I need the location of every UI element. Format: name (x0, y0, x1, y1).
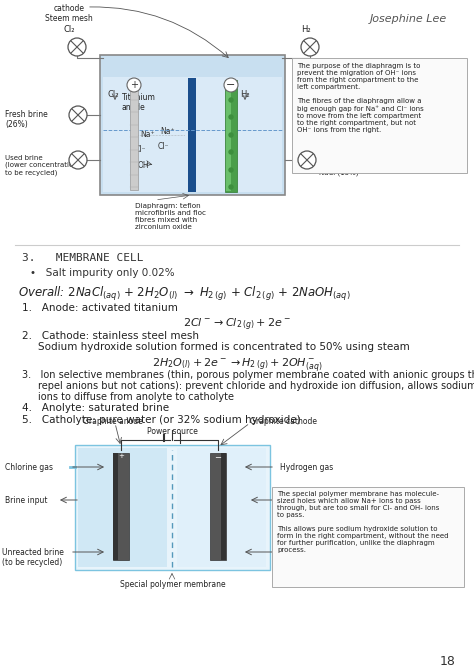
Text: 3.   Ion selective membranes (thin, porous polymer membrane coated with anionic : 3. Ion selective membranes (thin, porous… (22, 370, 474, 380)
Bar (113, 453, 118, 560)
Text: Cl⁻: Cl⁻ (135, 145, 146, 154)
Text: Steem mesh: Steem mesh (45, 14, 93, 23)
Bar (78, 448, 167, 567)
Text: Diaphragm: teflon
microfibrils and floc
fibres mixed with
zirconium oxide: Diaphragm: teflon microfibrils and floc … (135, 203, 206, 230)
Circle shape (224, 78, 238, 92)
Text: Overall: $2NaCl_{(aq)}$ + $2H_2O_{(l)}$ $\rightarrow$ $H_{2\,(g)}$ + $Cl_{2\,(g): Overall: $2NaCl_{(aq)}$ + $2H_2O_{(l)}$ … (18, 285, 351, 303)
Text: −: − (226, 80, 236, 90)
Text: Fresh brine
(26%): Fresh brine (26%) (5, 110, 48, 129)
Text: OH⁻: OH⁻ (138, 161, 154, 170)
Bar (75, 445, 270, 570)
Text: 4.   Anolyte: saturated brine: 4. Anolyte: saturated brine (22, 403, 169, 413)
Bar (130, 85, 138, 190)
Bar (210, 453, 226, 560)
Bar (226, 81, 231, 191)
Circle shape (229, 150, 233, 154)
Bar (188, 78, 196, 192)
Text: H₂: H₂ (301, 25, 311, 34)
Bar (221, 453, 226, 560)
Text: +: + (118, 453, 124, 459)
Text: −: − (215, 453, 221, 462)
Text: Cl₂: Cl₂ (63, 25, 75, 34)
Text: •   Salt impurity only 0.02%: • Salt impurity only 0.02% (30, 268, 174, 278)
Bar (113, 453, 129, 560)
Text: Sodium hydroxide solution formed is concentrated to 50% using steam: Sodium hydroxide solution formed is conc… (38, 342, 410, 352)
Text: Cl⁻: Cl⁻ (158, 142, 170, 151)
Text: Water input: Water input (280, 496, 325, 505)
Text: Hydrogen gas: Hydrogen gas (280, 463, 333, 472)
Text: Titanium
anode: Titanium anode (122, 93, 156, 113)
Circle shape (229, 98, 233, 102)
Text: Chlorine gas: Chlorine gas (5, 463, 53, 472)
Text: The special polymer membrane has molecule-
sized holes which allow Na+ ions to p: The special polymer membrane has molecul… (277, 491, 448, 553)
Circle shape (229, 185, 233, 189)
Circle shape (229, 115, 233, 119)
Circle shape (298, 151, 316, 169)
Text: Special polymer membrane: Special polymer membrane (120, 580, 226, 589)
Text: repel anions but not cations): prevent chloride and hydroxide ion diffusion, all: repel anions but not cations): prevent c… (38, 381, 474, 391)
Text: 3.   MEMBRANE CELL: 3. MEMBRANE CELL (22, 253, 144, 263)
Text: Graphite cathode: Graphite cathode (250, 417, 317, 426)
Bar (177, 448, 266, 567)
Text: $2H_2O_{(l)} + 2e^- \rightarrow H_{2\,(g)} + 2OH^-_{(aq)}$: $2H_2O_{(l)} + 2e^- \rightarrow H_{2\,(g… (152, 356, 322, 374)
Text: 1.   Anode: activated titanium: 1. Anode: activated titanium (22, 303, 178, 313)
Text: H₂: H₂ (240, 90, 250, 99)
Text: 18: 18 (440, 655, 456, 668)
Bar (292, 58, 467, 173)
Bar (272, 487, 464, 587)
Bar (100, 55, 285, 195)
Circle shape (68, 38, 86, 56)
Circle shape (127, 78, 141, 92)
Text: Used brine
(lower concentration,
to be recycled): Used brine (lower concentration, to be r… (5, 155, 80, 176)
Text: 2.   Cathode: stainless steel mesh: 2. Cathode: stainless steel mesh (22, 331, 199, 341)
Text: Pure sodium hydroxide
solution: Pure sodium hydroxide solution (280, 548, 368, 567)
Circle shape (229, 133, 233, 137)
Circle shape (229, 168, 233, 172)
Text: Cl₂: Cl₂ (108, 90, 119, 99)
Circle shape (69, 106, 87, 124)
Text: The purpose of the diaphragm is to
prevent the migration of OH⁻ ions
from the ri: The purpose of the diaphragm is to preve… (297, 63, 424, 133)
Bar (225, 80, 237, 192)
Text: Brine input: Brine input (5, 496, 47, 505)
Text: Mixed solution:
NaOH (10%)
NaCl (15%): Mixed solution: NaOH (10%) NaCl (15%) (319, 155, 372, 176)
Text: Na⁺: Na⁺ (160, 127, 174, 136)
Text: Josephine Lee: Josephine Lee (370, 14, 447, 24)
Text: Graphite anode: Graphite anode (83, 417, 143, 426)
Text: $2Cl^- \rightarrow Cl_{2\,(g)} + 2e^-$: $2Cl^- \rightarrow Cl_{2\,(g)} + 2e^-$ (183, 317, 291, 334)
Text: 5.   Catholyte: pure water (or 32% sodium hydroxide): 5. Catholyte: pure water (or 32% sodium … (22, 415, 301, 425)
Circle shape (301, 38, 319, 56)
Text: +: + (130, 80, 138, 90)
Circle shape (69, 151, 87, 169)
Text: Power source: Power source (146, 427, 198, 436)
Text: cathode: cathode (54, 4, 84, 13)
Text: Unreacted brine
(to be recycled): Unreacted brine (to be recycled) (2, 548, 64, 567)
Text: Na⁺: Na⁺ (140, 130, 155, 139)
Text: ions to diffuse from anolyte to catholyte: ions to diffuse from anolyte to catholyt… (38, 392, 234, 402)
Bar (103, 77, 282, 192)
